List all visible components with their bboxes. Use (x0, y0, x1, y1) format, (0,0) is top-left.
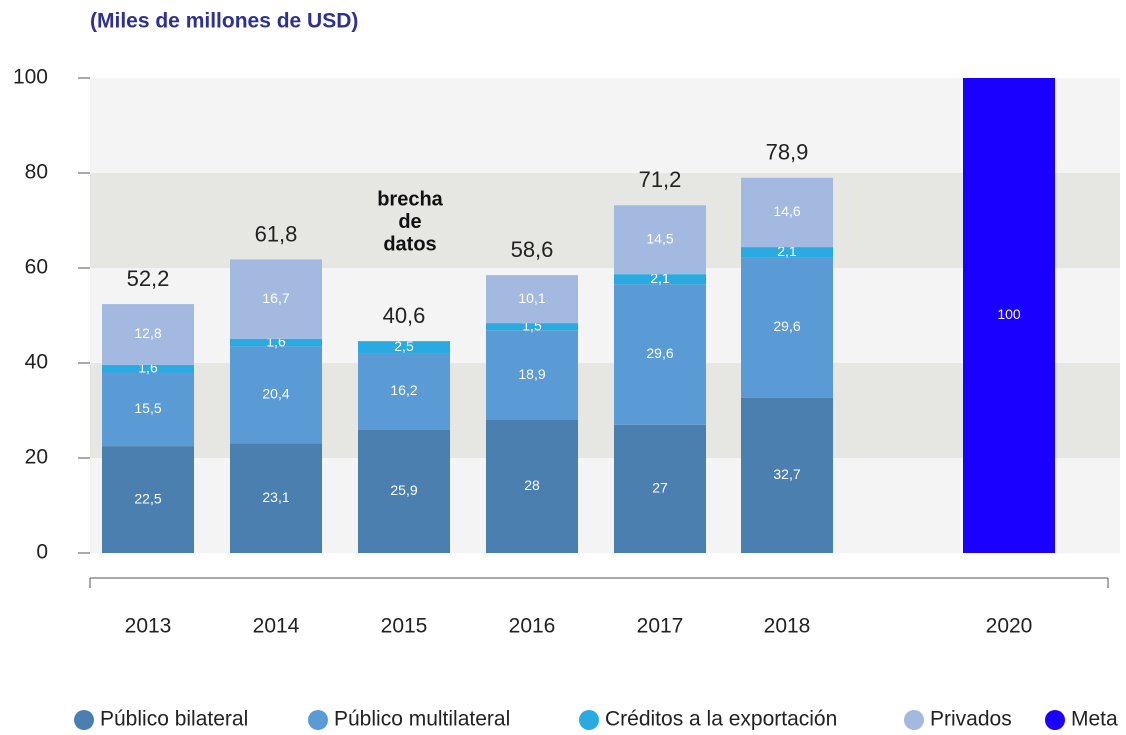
band (90, 173, 1120, 268)
legend-label: Créditos a la exportación (605, 708, 837, 731)
bar-segment (358, 429, 450, 553)
legend-swatch (904, 710, 924, 730)
annotation: datos (383, 233, 436, 255)
legend-label: Meta (1071, 708, 1118, 731)
bar-segment (741, 257, 833, 398)
legend-label: Privados (930, 708, 1012, 731)
x-tick-label: 2013 (125, 615, 172, 638)
bar-segment (614, 284, 706, 425)
bar-segment (230, 443, 322, 553)
bar-segment (614, 205, 706, 275)
bar-segment (614, 274, 706, 285)
bar-segment (486, 275, 578, 324)
value-label: 15,5 (134, 400, 161, 416)
value-label: 32,7 (773, 466, 800, 482)
band (90, 78, 1120, 173)
total-label: 61,8 (255, 221, 298, 246)
bar-segment (741, 247, 833, 258)
annotation: brecha (377, 188, 443, 210)
y-tick-label: 20 (25, 446, 48, 469)
value-label: 14,6 (773, 203, 800, 219)
total-label: 71,2 (639, 167, 682, 192)
annotation: de (398, 211, 421, 233)
y-tick-label: 60 (25, 256, 48, 279)
bar-segment (963, 78, 1055, 553)
x-tick-label: 2017 (637, 615, 684, 638)
bar-segment (230, 338, 322, 347)
x-tick-label: 2015 (381, 615, 428, 638)
value-label: 28 (524, 477, 540, 493)
bar-segment (230, 346, 322, 444)
x-tick-label: 2020 (986, 615, 1033, 638)
value-label: 18,9 (518, 366, 545, 382)
legend-swatch (579, 710, 599, 730)
total-label: 52,2 (127, 266, 170, 291)
total-label: 40,6 (383, 303, 426, 328)
value-label: 14,5 (646, 230, 673, 246)
x-tick-label: 2014 (253, 615, 300, 638)
x-tick-label: 2018 (764, 615, 811, 638)
value-label: 16,7 (262, 290, 289, 306)
legend-label: Público bilateral (100, 708, 248, 731)
bar-segment (358, 341, 450, 354)
value-label: 16,2 (390, 382, 417, 398)
bar-segment (741, 177, 833, 248)
value-label: 29,6 (773, 318, 800, 334)
chart-title: (Miles de millones de USD) (90, 10, 358, 33)
value-label: 25,9 (390, 482, 417, 498)
value-label: 12,8 (134, 325, 161, 341)
value-label: 29,6 (646, 345, 673, 361)
bar-segment (486, 420, 578, 553)
y-tick-label: 80 (25, 161, 48, 184)
value-label: 10,1 (518, 290, 545, 306)
x-tick-label: 2016 (509, 615, 556, 638)
value-label: 2,5 (394, 338, 414, 354)
bar-segment (614, 424, 706, 553)
total-label: 78,9 (766, 140, 809, 165)
bar-segment (230, 259, 322, 339)
bar-segment (102, 364, 194, 373)
legend-swatch (308, 710, 328, 730)
bar-segment (486, 323, 578, 331)
total-label: 58,6 (511, 237, 554, 262)
y-tick-label: 100 (13, 66, 48, 89)
value-label: 100 (997, 306, 1021, 322)
bar-segment (741, 397, 833, 553)
bar-segment (102, 304, 194, 365)
bar-segment (102, 372, 194, 447)
value-label: 23,1 (262, 489, 289, 505)
legend-swatch (1045, 710, 1065, 730)
value-label: 20,4 (262, 386, 289, 402)
value-label: 27 (652, 480, 668, 496)
legend-label: Público multilateral (334, 708, 510, 731)
y-tick-label: 0 (36, 541, 48, 564)
bar-segment (102, 446, 194, 553)
legend-swatch (74, 710, 94, 730)
bar-segment (486, 330, 578, 420)
y-tick-label: 40 (25, 351, 48, 374)
bar-segment (358, 353, 450, 430)
value-label: 22,5 (134, 490, 161, 506)
